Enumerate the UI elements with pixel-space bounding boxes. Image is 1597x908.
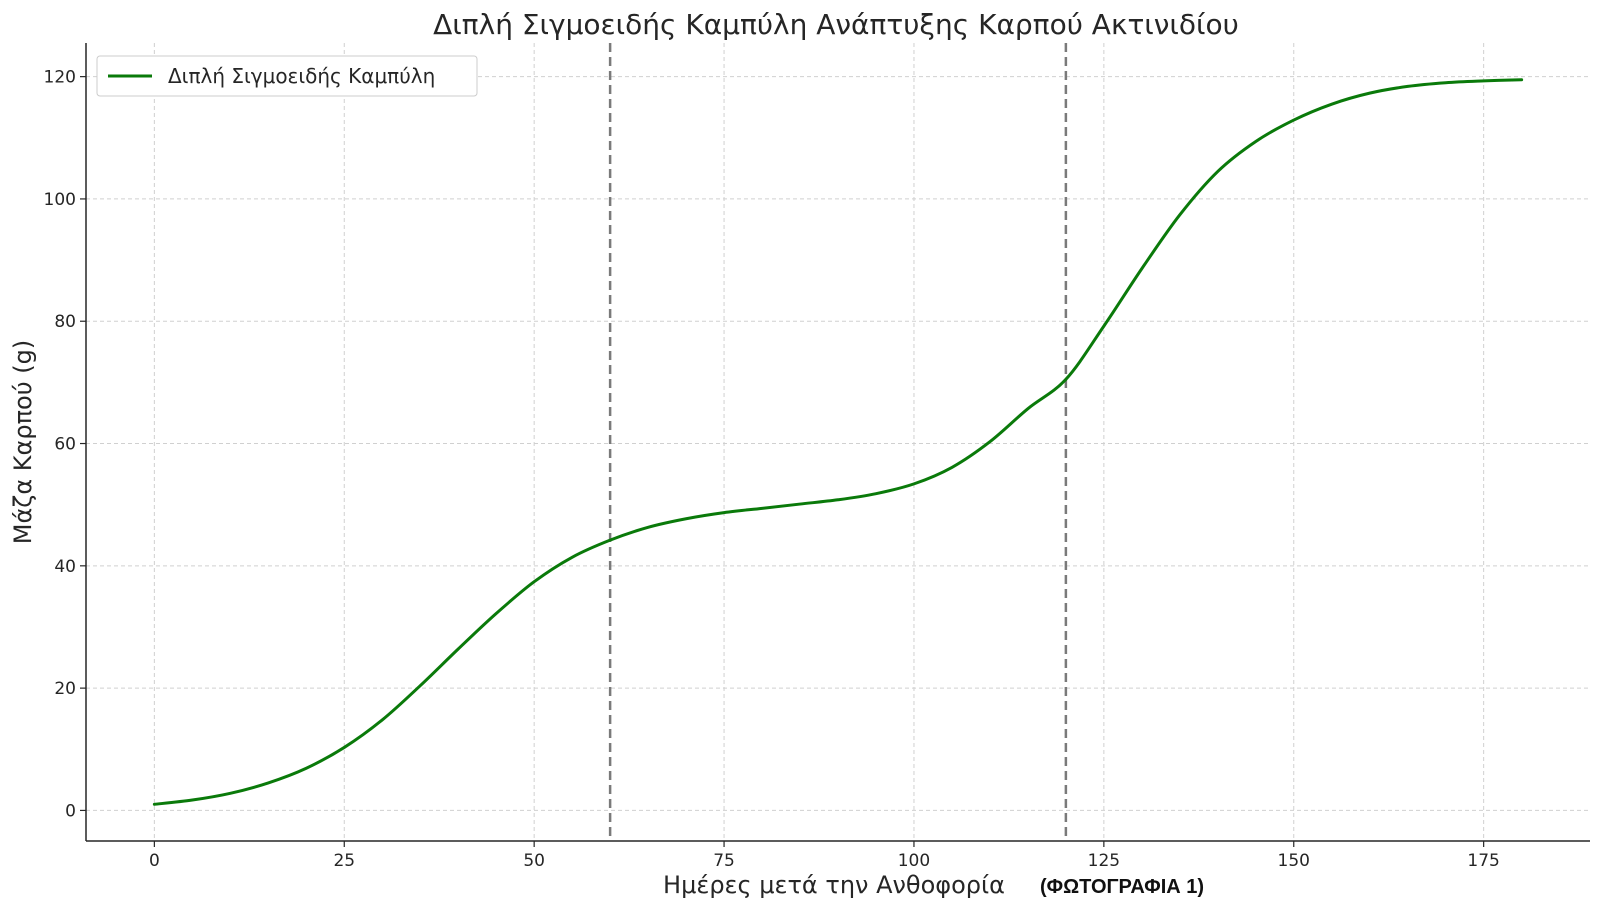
y-axis-label: Μάζα Καρπού (g) bbox=[9, 340, 37, 544]
chart-title: Διπλή Σιγμοειδής Καμπύλη Ανάπτυξης Καρπο… bbox=[433, 8, 1239, 41]
x-tick-label: 50 bbox=[523, 851, 545, 871]
x-tick-label: 25 bbox=[333, 851, 355, 871]
y-tick-label: 120 bbox=[44, 68, 76, 88]
legend: Διπλή Σιγμοειδής Καμπύλη bbox=[96, 55, 478, 97]
grid-lines bbox=[86, 43, 1590, 841]
x-axis-label: Ημέρες μετά την Ανθοφορία bbox=[663, 871, 1005, 899]
x-tick-label: 100 bbox=[898, 851, 930, 871]
y-tick-label: 80 bbox=[54, 312, 76, 332]
x-tick-label: 150 bbox=[1278, 851, 1310, 871]
y-tick-label: 100 bbox=[44, 190, 76, 210]
series-layer bbox=[152, 78, 1524, 806]
x-tick-label: 75 bbox=[713, 851, 735, 871]
legend-box bbox=[96, 55, 478, 97]
series-line bbox=[152, 78, 1524, 806]
y-tick-label: 60 bbox=[54, 435, 76, 455]
y-tick-label: 20 bbox=[54, 679, 76, 699]
x-tick-label: 175 bbox=[1467, 851, 1499, 871]
x-axis-title: Ημέρες μετά την Ανθοφορία (ΦΩΤΟΓΡΑΦΙΑ 1) bbox=[663, 871, 1204, 899]
x-tick-label: 125 bbox=[1088, 851, 1120, 871]
phase-divider-lines bbox=[608, 43, 1068, 841]
photo-annotation: (ΦΩΤΟΓΡΑΦΙΑ 1) bbox=[1040, 876, 1204, 898]
x-axis-ticks: 0 25 50 75 100 125 150 175 bbox=[149, 841, 1500, 871]
y-axis-ticks: 0 20 40 60 80 100 120 bbox=[44, 68, 86, 821]
y-tick-label: 0 bbox=[65, 801, 76, 821]
y-tick-label: 40 bbox=[54, 557, 76, 577]
axes bbox=[85, 43, 1590, 842]
legend-label: Διπλή Σιγμοειδής Καμπύλη bbox=[168, 64, 435, 88]
x-tick-label: 0 bbox=[149, 851, 160, 871]
